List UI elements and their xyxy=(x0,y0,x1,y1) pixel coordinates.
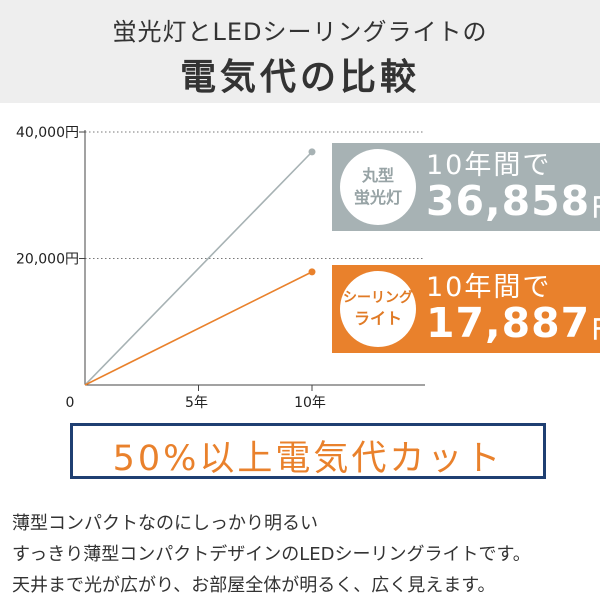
description-line-3: 天井まで光が広がり、お部屋全体が明るく、広く見えます。 xyxy=(12,575,496,596)
led-label-circle: シーリング ライト xyxy=(340,271,416,347)
fluorescent-cost-text: 10年間で 36,858 円 ※1 xyxy=(426,149,600,226)
header-subtitle: 蛍光灯とLEDシーリングライトの xyxy=(112,18,488,46)
x-tick-label-1: 5年 xyxy=(185,395,208,411)
led-cost-text: 10年間で 17,887 円 ※2 xyxy=(426,271,600,348)
fluorescent-label-circle: 丸型 蛍光灯 xyxy=(340,149,416,225)
fluorescent-label-line2: 蛍光灯 xyxy=(353,188,402,207)
x-tick-label-0: 0 xyxy=(66,395,75,411)
fluorescent-label-line1: 丸型 xyxy=(361,166,394,186)
led-period: 10年間で xyxy=(426,271,552,303)
led-label-line2: ライト xyxy=(353,308,402,328)
fluorescent-amount: 36,858 xyxy=(426,177,591,226)
description-line-2: すっきり薄型コンパクトデザインのLEDシーリングライトです。 xyxy=(12,544,531,565)
led-unit: 円 xyxy=(592,309,600,344)
fluorescent-callout: 丸型 蛍光灯 10年間で 36,858 円 ※1 xyxy=(332,143,600,231)
cost-comparison-chart: 20,000円 40,000円 0 5年 10年 xyxy=(16,125,425,411)
led-callout: シーリング ライト 10年間で 17,887 円 ※2 xyxy=(332,265,600,353)
header-title: 電気代の比較 xyxy=(179,57,420,98)
y-tick-label-1: 40,000円 xyxy=(16,125,79,141)
series-point-0 xyxy=(308,148,316,156)
savings-banner: 50%以上電気代カット xyxy=(70,423,546,479)
header: 蛍光灯とLEDシーリングライトの 電気代の比較 xyxy=(0,0,600,103)
y-tick-label-0: 20,000円 xyxy=(16,252,79,268)
series-line-1 xyxy=(84,271,313,386)
series-point-1 xyxy=(308,268,316,276)
series-line-0 xyxy=(84,151,313,386)
led-amount: 17,887 xyxy=(426,299,591,348)
x-tick-label-2: 10年 xyxy=(294,395,326,411)
description-line-1: 薄型コンパクトなのにしっかり明るい xyxy=(12,513,318,534)
savings-text: 50%以上電気代カット xyxy=(112,439,504,479)
fluorescent-unit: 円 xyxy=(592,187,600,222)
fluorescent-period: 10年間で xyxy=(426,149,552,181)
led-label-line1: シーリング xyxy=(343,289,413,306)
